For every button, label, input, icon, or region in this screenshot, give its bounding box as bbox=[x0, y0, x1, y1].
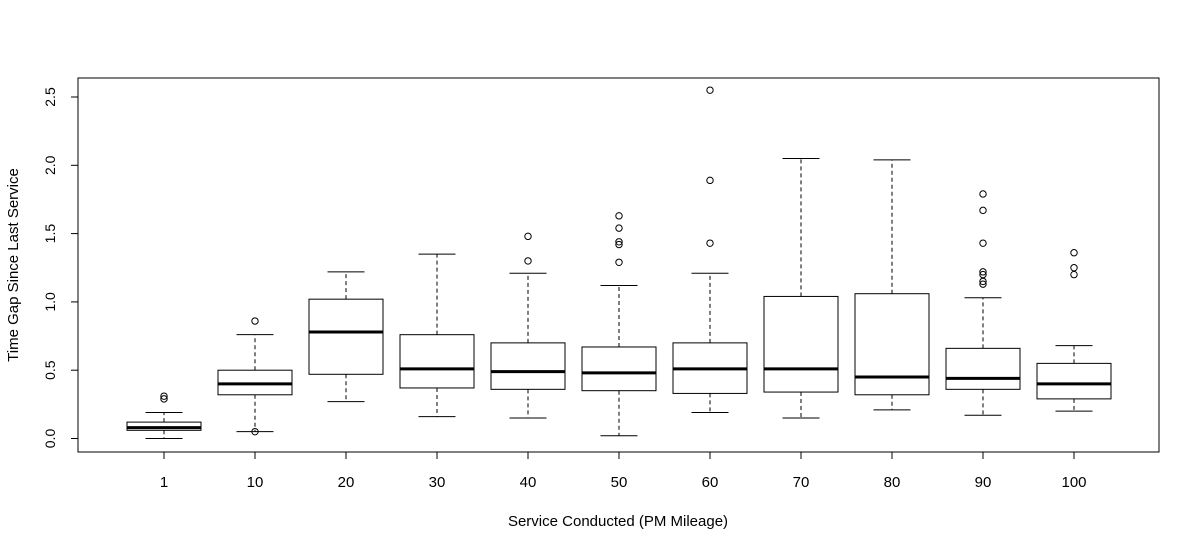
outlier-point bbox=[615, 258, 623, 266]
box-iqr bbox=[945, 347, 1021, 390]
outlier-point bbox=[524, 232, 532, 241]
x-tick-label: 1 bbox=[160, 474, 168, 491]
x-tick-label: 10 bbox=[247, 474, 264, 491]
x-tick-label: 20 bbox=[338, 474, 355, 491]
x-axis: 1 10 20 30 40 50 60 70 80 90 100 bbox=[160, 452, 1087, 491]
outlier-point bbox=[615, 224, 623, 232]
outlier-point bbox=[1070, 249, 1078, 257]
outlier-point bbox=[706, 86, 714, 94]
box-group bbox=[399, 253, 475, 418]
box-iqr bbox=[854, 293, 930, 396]
box-group bbox=[490, 232, 566, 419]
x-axis-label: Service Conducted (PM Mileage) bbox=[508, 513, 728, 530]
outlier-point bbox=[615, 238, 623, 246]
outlier-point bbox=[160, 395, 168, 403]
box-group bbox=[308, 271, 384, 403]
x-tick-label: 100 bbox=[1061, 474, 1086, 491]
outlier-point bbox=[615, 212, 623, 220]
outlier-point bbox=[615, 240, 623, 249]
outlier-point bbox=[251, 317, 259, 325]
outlier-point bbox=[1070, 264, 1078, 272]
y-tick-label: 1.5 bbox=[42, 224, 58, 244]
y-axis: 0.0 0.5 1.0 1.5 2.0 2.5 bbox=[42, 87, 78, 448]
box-group bbox=[945, 190, 1021, 416]
box-iqr bbox=[763, 295, 839, 393]
x-tick-label: 30 bbox=[429, 474, 446, 491]
boxes bbox=[126, 86, 1112, 439]
x-tick-label: 70 bbox=[793, 474, 810, 491]
outlier-point bbox=[979, 268, 987, 276]
outlier-point bbox=[160, 392, 168, 400]
box-iqr bbox=[1036, 362, 1112, 400]
outlier-point bbox=[251, 427, 259, 436]
outlier-point bbox=[979, 190, 987, 198]
box-group bbox=[581, 212, 657, 437]
outlier-point bbox=[1070, 270, 1078, 279]
box-group bbox=[854, 159, 930, 411]
x-tick-label: 60 bbox=[702, 474, 719, 491]
y-tick-label: 2.5 bbox=[42, 87, 58, 107]
x-tick-label: 80 bbox=[884, 474, 901, 491]
box-group bbox=[1036, 249, 1112, 412]
outlier-point bbox=[706, 239, 714, 247]
y-tick-label: 2.0 bbox=[42, 155, 58, 175]
y-tick-label: 1.0 bbox=[42, 292, 58, 312]
box-group bbox=[672, 86, 748, 414]
y-axis-label: Time Gap Since Last Service bbox=[5, 168, 22, 362]
y-tick-label: 0.5 bbox=[42, 360, 58, 380]
box-group bbox=[763, 157, 839, 419]
outlier-point bbox=[979, 280, 987, 288]
x-tick-label: 40 bbox=[520, 474, 537, 491]
box-group bbox=[126, 392, 202, 439]
outlier-point bbox=[706, 176, 714, 185]
box-iqr bbox=[581, 346, 657, 392]
x-tick-label: 50 bbox=[611, 474, 628, 491]
box-iqr bbox=[490, 342, 566, 390]
box-group bbox=[217, 317, 293, 436]
box-iqr bbox=[399, 334, 475, 389]
box-iqr bbox=[308, 298, 384, 375]
y-tick-label: 0.0 bbox=[42, 429, 58, 449]
outlier-point bbox=[524, 257, 532, 265]
x-tick-label: 90 bbox=[975, 474, 992, 491]
outlier-point bbox=[979, 206, 987, 215]
outlier-point bbox=[979, 270, 987, 279]
outlier-point bbox=[979, 239, 987, 247]
